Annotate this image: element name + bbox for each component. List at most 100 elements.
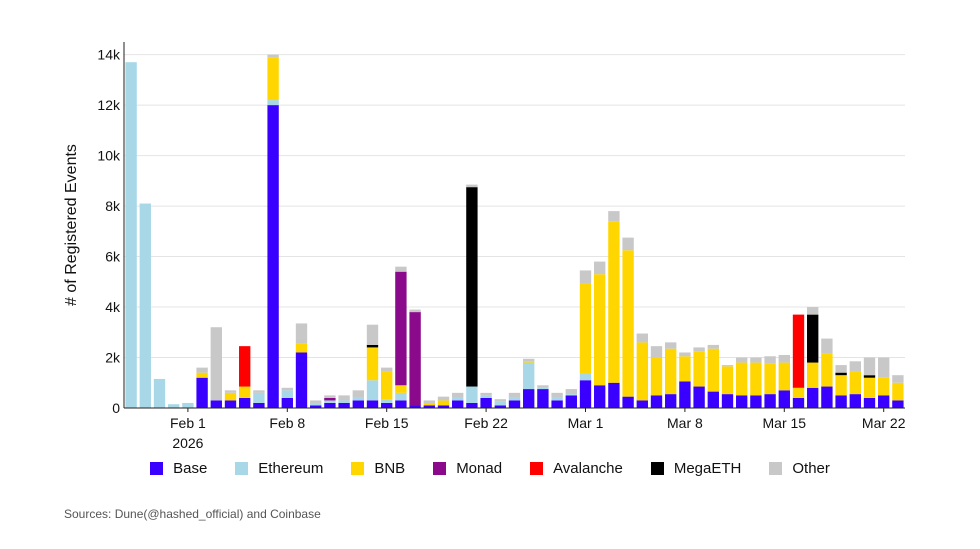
bar-segment-ethereum (324, 400, 336, 403)
bar-segment-ethereum (139, 203, 151, 408)
bar-segment-other (338, 395, 350, 401)
bar-segment-other (253, 390, 265, 393)
y-tick-label: 4k (105, 299, 121, 315)
bar-segment-bnb (750, 362, 762, 396)
bar-segment-bnb (196, 372, 208, 378)
bar-segment-other (693, 347, 705, 352)
bar-segment-ethereum (338, 400, 350, 403)
bar-segment-base (551, 400, 563, 408)
bar-segment-other (608, 211, 620, 222)
bar-segment-other (807, 307, 819, 315)
bar-segment-base (281, 397, 293, 408)
x-tick-label: Feb 1 (170, 415, 206, 431)
legend-label-avalanche: Avalanche (553, 460, 623, 477)
bar-segment-other (466, 184, 478, 188)
y-tick-label: 0 (112, 400, 120, 416)
bar-segment-other (835, 365, 847, 373)
bar-segment-base (764, 394, 776, 408)
bar-segment-other (508, 392, 521, 398)
bar-segment-base (579, 380, 592, 408)
legend-item-base: Base (150, 460, 207, 477)
bar-segment-ethereum (366, 380, 379, 401)
bar-segment-ethereum (281, 390, 293, 398)
bar-segment-bnb (707, 348, 719, 392)
legend-swatch-monad (433, 462, 447, 475)
bar-segment-base (594, 385, 606, 408)
legend-swatch-other (769, 462, 783, 475)
legend-label-bnb: BNB (374, 460, 406, 477)
bar-segment-bnb (295, 343, 308, 353)
bar-segment-base (721, 394, 734, 408)
bar-segment-other (224, 390, 237, 393)
bar-segment-ethereum (267, 100, 279, 106)
bar-segment-bnb (764, 363, 776, 395)
bar-segment-base (650, 395, 663, 408)
bar-segment-bnb (721, 366, 734, 395)
x-tick-label: Feb 22 (464, 415, 508, 431)
bar-segment-base (381, 402, 393, 408)
bar-segment-bnb (778, 362, 790, 391)
bar-segment-ethereum (480, 395, 492, 398)
bar-segment-base (352, 400, 364, 408)
bar-segment-other (579, 270, 592, 284)
bar-segment-other (736, 357, 748, 363)
bar-segment-base (750, 395, 762, 408)
bar-segment-bnb (267, 57, 279, 101)
bar-segment-base (807, 387, 819, 408)
bar-segment-other (863, 357, 876, 376)
bar-segment-ethereum (125, 62, 137, 408)
bar-segment-megaeth (863, 375, 876, 378)
bar-segment-bnb (792, 387, 805, 398)
legend-item-avalanche: Avalanche (530, 460, 623, 477)
bar-segment-other (764, 356, 776, 364)
bar-segment-base (366, 400, 379, 408)
bar-segment-base (494, 405, 506, 408)
bar-segment-base (565, 395, 577, 408)
bar-segment-ethereum (395, 392, 407, 401)
bar-segment-other (352, 390, 364, 398)
x-tick-label: Mar 1 (568, 415, 604, 431)
bar-segment-bnb (636, 342, 648, 401)
x-tick-label: Mar 8 (667, 415, 703, 431)
bar-segment-bnb (821, 353, 833, 387)
bar-segment-ethereum (182, 402, 194, 408)
legend-label-ethereum: Ethereum (258, 460, 324, 477)
bar-segment-bnb (622, 250, 634, 397)
legend-item-megaeth: MegaETH (650, 460, 741, 477)
x-tick-label: Feb 15 (365, 415, 409, 431)
bar-segment-ethereum (253, 392, 265, 403)
bar-segment-base (878, 395, 890, 408)
bar-segment-base (253, 402, 265, 408)
bar-segment-other (324, 395, 336, 398)
bar-segment-base (224, 400, 237, 408)
bar-segment-monad (395, 271, 407, 386)
bar-segment-base (707, 391, 719, 408)
bar-segment-base (196, 377, 208, 408)
legend-swatch-megaeth (650, 462, 664, 475)
bar-segment-other (565, 389, 577, 395)
source-note: Sources: Dune(@hashed_official) and Coin… (64, 507, 321, 521)
bar-segment-ethereum (494, 401, 506, 406)
bar-segment-base (338, 402, 350, 408)
bar-segment-ethereum (452, 397, 464, 401)
bar-segment-base (267, 105, 279, 408)
bar-segment-other (551, 392, 563, 398)
bar-segment-other (594, 261, 606, 275)
x-tick-label: Mar 22 (862, 415, 906, 431)
bar-segment-ethereum (310, 402, 322, 406)
bar-segment-ethereum (537, 387, 549, 390)
bar-segment-other (196, 367, 208, 373)
bar-segment-ethereum (168, 404, 180, 408)
bar-segment-bnb (395, 385, 407, 393)
bar-segment-other (494, 399, 506, 402)
bar-segment-base (665, 394, 677, 408)
bar-segment-other (707, 344, 719, 349)
bar-segment-megaeth (366, 344, 379, 348)
bar-segment-bnb (863, 377, 876, 398)
bar-segment-other (395, 266, 407, 272)
bar-segment-base (310, 405, 322, 408)
legend-swatch-avalanche (530, 462, 544, 475)
bar-segment-other (423, 400, 435, 403)
bar-segment-other (778, 354, 790, 363)
bar-segment-monad (409, 312, 421, 406)
